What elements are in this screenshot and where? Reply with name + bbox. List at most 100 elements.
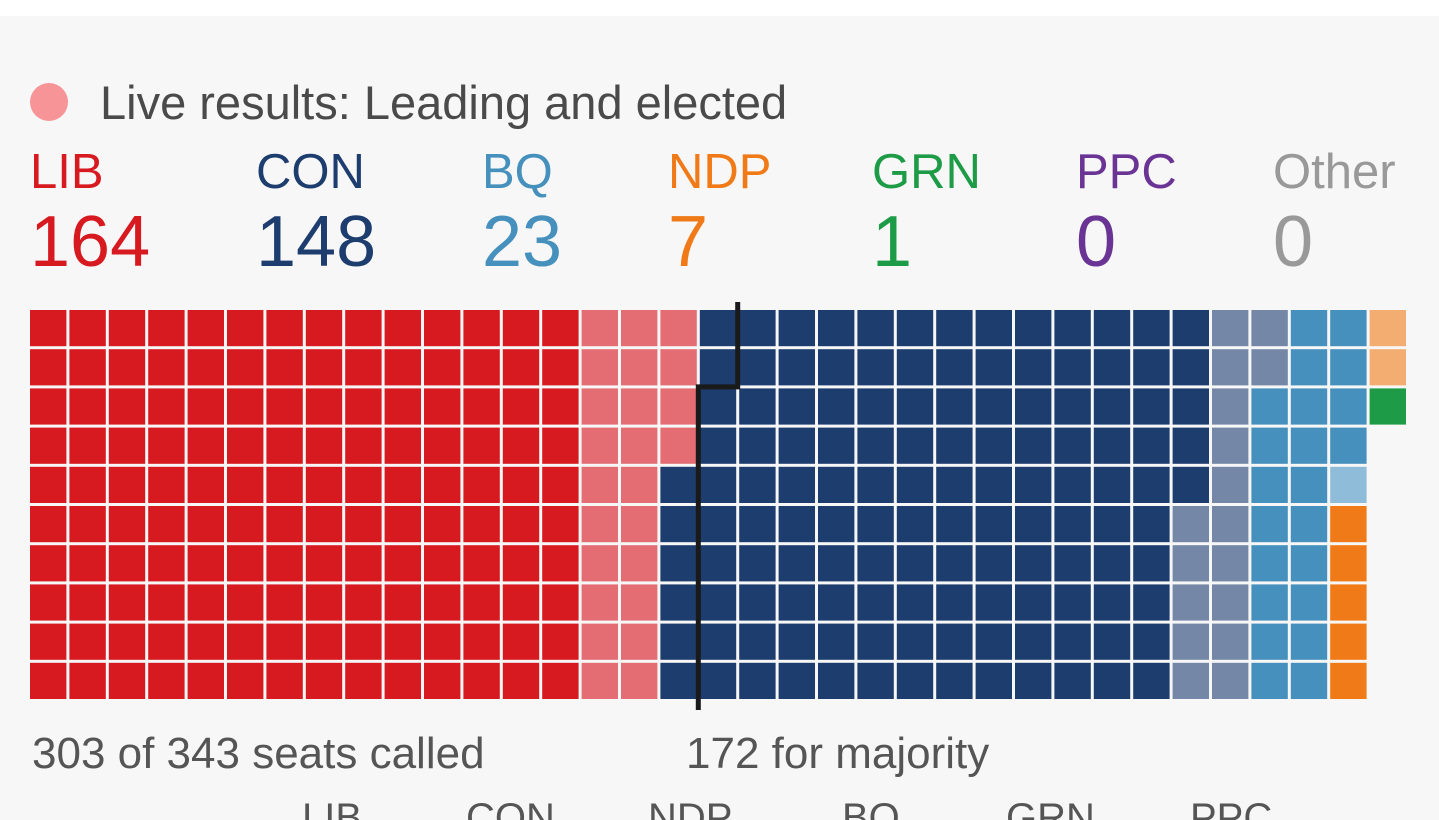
- axis-label-bq: BQ: [842, 796, 900, 820]
- seat-cell-con-elected: [739, 388, 776, 425]
- seat-cell-con-elected: [896, 662, 934, 699]
- seat-cell-bq-elected: [1330, 388, 1367, 425]
- seat-cell-lib-elected: [266, 662, 303, 699]
- seat-cell-lib-elected: [424, 662, 461, 699]
- seat-cell-con-leading: [1212, 310, 1249, 347]
- seat-cell-con-leading: [1212, 662, 1249, 699]
- party-axis-labels: LIB CON NDP BQ GRN PPC: [0, 796, 1439, 820]
- seat-cell-lib-elected: [187, 623, 224, 660]
- seat-cell-lib-elected: [69, 662, 106, 699]
- seat-cell-lib-elected: [148, 623, 185, 660]
- party-label-con: CON: [256, 145, 365, 199]
- seat-cell-lib-leading: [581, 466, 618, 503]
- seat-cell-lib-elected: [542, 349, 579, 386]
- seat-cell-bq-elected: [1251, 427, 1288, 464]
- seat-cell-lib-elected: [30, 427, 67, 464]
- seat-cell-con-elected: [1054, 662, 1091, 699]
- seat-cell-lib-elected: [502, 506, 540, 543]
- seat-cell-lib-elected: [266, 584, 303, 621]
- seat-cell-con-elected: [896, 427, 934, 464]
- seat-cell-lib-elected: [187, 506, 224, 543]
- seat-cell-con-elected: [857, 310, 894, 347]
- seat-cell-lib-elected: [424, 584, 461, 621]
- seat-cell-con-elected: [818, 466, 855, 503]
- seat-cell-con-leading: [1212, 623, 1249, 660]
- seat-cell-con-elected: [699, 466, 737, 503]
- seat-cell-lib-elected: [384, 623, 421, 660]
- seat-cell-con-elected: [1093, 662, 1131, 699]
- seat-cell-lib-leading: [581, 584, 618, 621]
- seat-cell-lib-leading: [581, 427, 618, 464]
- seat-cell-con-elected: [778, 349, 815, 386]
- seat-cell-lib-elected: [424, 310, 461, 347]
- seat-cell-lib-elected: [148, 662, 185, 699]
- seat-cell-bq-elected: [1251, 584, 1288, 621]
- seat-cell-lib-elected: [384, 466, 421, 503]
- seat-cell-con-elected: [1015, 349, 1052, 386]
- party-total-con: CON 148: [256, 144, 376, 282]
- seat-cell-lib-elected: [384, 427, 421, 464]
- seat-cell-lib-elected: [384, 662, 421, 699]
- seat-cell-con-elected: [660, 545, 697, 582]
- axis-label-grn: GRN: [1006, 796, 1095, 820]
- seat-cell-con-elected: [1054, 388, 1091, 425]
- seat-cell-lib-elected: [266, 506, 303, 543]
- seat-cell-lib-elected: [345, 662, 382, 699]
- seat-cell-lib-leading: [581, 310, 618, 347]
- seat-cell-lib-elected: [345, 466, 382, 503]
- seat-cell-lib-elected: [187, 466, 224, 503]
- seat-cell-lib-leading: [581, 545, 618, 582]
- seat-cell-con-elected: [975, 623, 1012, 660]
- seat-cell-con-elected: [1093, 349, 1131, 386]
- party-total-lib: LIB 164: [30, 144, 150, 282]
- seat-cell-lib-elected: [424, 427, 461, 464]
- seat-cell-lib-elected: [187, 662, 224, 699]
- seat-cell-con-leading: [1212, 349, 1249, 386]
- seat-cell-lib-elected: [424, 388, 461, 425]
- axis-label-con: CON: [466, 796, 555, 820]
- seat-cell-con-elected: [857, 349, 894, 386]
- seat-cell-con-elected: [699, 662, 737, 699]
- party-total-ndp: NDP 7: [668, 144, 771, 282]
- seat-cell-lib-elected: [266, 466, 303, 503]
- seat-cell-lib-elected: [108, 506, 146, 543]
- seat-cell-lib-elected: [542, 506, 579, 543]
- seat-cell-lib-elected: [305, 349, 343, 386]
- seat-cell-lib-elected: [384, 584, 421, 621]
- seat-cell-ndp-elected: [1330, 623, 1367, 660]
- seat-cell-lib-elected: [108, 427, 146, 464]
- seat-cell-con-elected: [975, 427, 1012, 464]
- seat-cell-con-elected: [778, 310, 815, 347]
- seat-cell-con-elected: [778, 388, 815, 425]
- seat-cell-con-elected: [739, 506, 776, 543]
- seat-cell-con-elected: [1054, 584, 1091, 621]
- seat-cell-lib-elected: [305, 584, 343, 621]
- seat-cell-con-leading: [1212, 506, 1249, 543]
- seat-cell-lib-elected: [542, 623, 579, 660]
- seat-cell-lib-elected: [502, 662, 540, 699]
- seat-cell-bq-elected: [1290, 388, 1328, 425]
- seat-cell-lib-elected: [266, 427, 303, 464]
- party-total-bq: BQ 23: [482, 144, 562, 282]
- seat-cell-lib-elected: [384, 388, 421, 425]
- seat-cell-lib-elected: [69, 427, 106, 464]
- seat-cell-con-elected: [896, 466, 934, 503]
- seat-cell-con-elected: [739, 584, 776, 621]
- seat-cell-con-elected: [739, 545, 776, 582]
- axis-label-lib: LIB: [302, 796, 363, 820]
- seat-cell-lib-elected: [148, 310, 185, 347]
- seat-cell-lib-elected: [305, 466, 343, 503]
- party-label-other: Other: [1273, 145, 1396, 199]
- seat-cell-lib-elected: [345, 584, 382, 621]
- seat-cell-lib-elected: [463, 584, 500, 621]
- seat-cell-lib-elected: [305, 388, 343, 425]
- seat-cell-bq-elected: [1251, 662, 1288, 699]
- seat-cell-lib-elected: [463, 388, 500, 425]
- seat-cell-con-elected: [857, 427, 894, 464]
- seat-cell-con-elected: [1133, 466, 1170, 503]
- seat-cell-bq-elected: [1290, 584, 1328, 621]
- seat-cell-lib-elected: [542, 466, 579, 503]
- seat-cell-con-elected: [1093, 623, 1131, 660]
- seat-cell-bq-elected: [1330, 427, 1367, 464]
- seat-cell-con-elected: [896, 545, 934, 582]
